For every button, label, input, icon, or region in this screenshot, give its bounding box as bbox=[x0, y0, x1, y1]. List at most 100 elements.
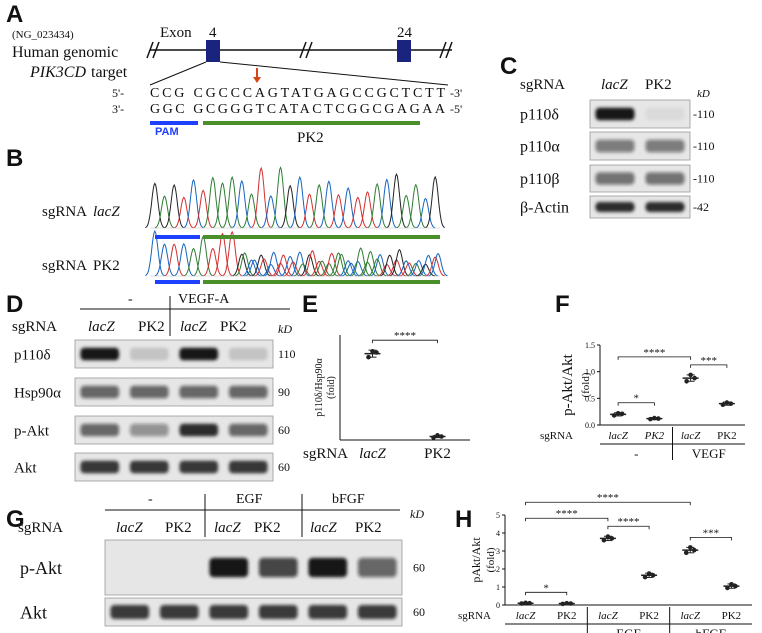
strand-end: -3' bbox=[450, 86, 462, 100]
y-tick-label: 5 bbox=[496, 511, 500, 520]
trace-peak bbox=[406, 262, 426, 277]
y-tick-label: 0.0 bbox=[585, 421, 595, 430]
data-point bbox=[692, 375, 697, 381]
y-tick-label: 1.5 bbox=[585, 341, 595, 350]
trace-peak bbox=[174, 196, 194, 229]
y-tick-label: 4 bbox=[496, 529, 500, 538]
data-point bbox=[650, 573, 656, 578]
trace-peak bbox=[222, 230, 242, 277]
kd-label: -110 bbox=[693, 107, 715, 121]
trace-peak bbox=[367, 182, 387, 229]
trace-peak bbox=[203, 247, 223, 277]
x-title: sgRNA bbox=[458, 610, 491, 622]
data-point bbox=[648, 416, 653, 422]
data-point bbox=[656, 416, 661, 421]
significance-label: **** bbox=[618, 516, 640, 528]
data-point bbox=[601, 537, 607, 543]
data-point bbox=[646, 571, 652, 576]
trace-peak bbox=[244, 259, 265, 277]
significance-label: **** bbox=[556, 508, 578, 520]
protein-label: Akt bbox=[20, 602, 47, 622]
category-label: PK2 bbox=[424, 446, 451, 462]
trace-peak bbox=[212, 181, 233, 229]
lane-label: PK2 bbox=[254, 520, 281, 536]
lane-label: PK2 bbox=[138, 319, 165, 335]
lane-label: PK2 bbox=[220, 319, 247, 335]
strand-end: 3'- bbox=[112, 102, 124, 116]
trace-peak bbox=[351, 247, 371, 277]
gene: PIK3CD bbox=[29, 64, 86, 81]
kd-label: -110 bbox=[693, 172, 715, 186]
band bbox=[645, 172, 685, 185]
category-label: lacZ bbox=[598, 610, 618, 622]
trace-peak bbox=[338, 187, 358, 229]
data-point bbox=[729, 582, 734, 587]
panel-letter: F bbox=[555, 291, 570, 318]
trace-peak bbox=[309, 183, 329, 229]
panel-letter: B bbox=[6, 145, 23, 172]
exon-label: Exon bbox=[160, 25, 192, 41]
data-point bbox=[564, 600, 570, 606]
band bbox=[595, 172, 635, 185]
trace-peak bbox=[425, 175, 445, 229]
trace-peak bbox=[154, 195, 175, 229]
x-title: sgRNA bbox=[540, 430, 573, 442]
significance-label: *** bbox=[703, 527, 720, 539]
unit-label: kD bbox=[410, 507, 424, 521]
group-label: - bbox=[634, 446, 638, 461]
exon-box bbox=[397, 40, 411, 62]
data-point bbox=[683, 550, 689, 556]
significance-bracket bbox=[617, 356, 692, 360]
y-tick-label: 0.5 bbox=[585, 394, 595, 403]
band bbox=[357, 605, 397, 619]
trace-peak bbox=[270, 166, 291, 228]
trace-peak bbox=[235, 252, 255, 277]
data-point bbox=[652, 415, 657, 421]
significance-bracket bbox=[617, 402, 655, 406]
kd-label: 60 bbox=[413, 605, 425, 619]
significance-bracket bbox=[607, 525, 650, 530]
trace-peak bbox=[273, 254, 294, 277]
category-label: lacZ bbox=[516, 610, 536, 622]
trace-peak bbox=[261, 263, 281, 277]
band bbox=[209, 605, 249, 619]
band bbox=[308, 605, 348, 619]
trace-peak bbox=[370, 253, 390, 277]
trace-peak bbox=[183, 178, 204, 229]
trace-peak bbox=[322, 252, 342, 277]
band bbox=[357, 557, 397, 578]
protein-label: p110δ bbox=[14, 347, 51, 363]
panel-letter: C bbox=[500, 53, 517, 80]
band bbox=[209, 557, 249, 578]
pam-bar bbox=[155, 280, 200, 284]
trace-peak bbox=[290, 175, 310, 229]
trace-peak bbox=[264, 251, 284, 277]
data-point bbox=[435, 433, 440, 438]
data-point bbox=[568, 601, 574, 606]
data-point bbox=[684, 378, 689, 384]
sgrna-label: sgRNA bbox=[520, 77, 565, 93]
band bbox=[129, 460, 169, 474]
band bbox=[645, 139, 685, 153]
band bbox=[258, 557, 298, 578]
prefix: sgRNA bbox=[42, 204, 87, 220]
protein-label: p-Akt bbox=[20, 558, 62, 578]
trace-peak bbox=[331, 253, 352, 277]
band bbox=[228, 347, 268, 361]
data-point bbox=[523, 600, 528, 606]
significance-bracket bbox=[525, 501, 691, 506]
condition: VEGF-A bbox=[178, 292, 230, 307]
trace-peak bbox=[328, 194, 349, 229]
kd-label: -42 bbox=[693, 200, 709, 214]
trace-peak bbox=[193, 189, 213, 229]
trace-peak bbox=[280, 184, 300, 229]
sgrna-label: sgRNA bbox=[12, 319, 57, 335]
group-label: VEGF bbox=[692, 446, 726, 461]
condition: - bbox=[128, 292, 133, 307]
sequence: CCG CGCCCAGTATGAGCCGCTCTT bbox=[150, 86, 445, 101]
trace-peak bbox=[418, 254, 439, 277]
lane-label: PK2 bbox=[645, 77, 672, 93]
kd-label: 110 bbox=[278, 347, 296, 361]
trace-peak bbox=[254, 258, 274, 277]
band bbox=[179, 423, 219, 437]
